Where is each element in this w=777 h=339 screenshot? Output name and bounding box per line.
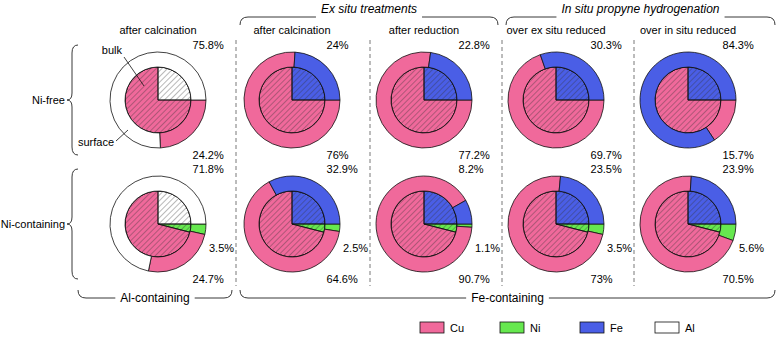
data-label: 24.2% (193, 149, 224, 161)
pie-chart: 3.5% 24.7% 71.8% (110, 163, 234, 285)
data-label: 8.2% (459, 163, 484, 175)
pie-chart: 77.2% 22.8% (376, 39, 490, 161)
column-title: over ex situ reduced (506, 24, 605, 36)
data-label: 5.6% (739, 242, 764, 254)
marks (640, 176, 736, 272)
pie-chart: 5.6% 70.5% 23.9% (640, 163, 764, 285)
data-label: 15.7% (723, 149, 754, 161)
data-label: 70.5% (723, 273, 754, 285)
data-label: 3.5% (607, 242, 632, 254)
data-label: 23.5% (591, 163, 622, 175)
surface-slice (244, 52, 340, 148)
data-label: 2.5% (343, 242, 368, 254)
pie-chart: 76% 24% (244, 39, 349, 161)
legend-label: Ni (530, 322, 540, 334)
marks (244, 176, 340, 272)
figure: Ex situ treatments In situ propyne hydrog… (0, 0, 777, 339)
marks (376, 52, 472, 148)
row-brace (67, 45, 78, 155)
pie-chart: 1.1% 90.7% 8.2% (376, 163, 500, 285)
data-label: 64.6% (327, 273, 358, 285)
column-title: after calcination (253, 24, 330, 36)
surface-slice (110, 176, 206, 271)
legend-swatch (655, 322, 679, 333)
pie-chart: 2.5% 64.6% 32.9% (244, 163, 368, 285)
column-title: after calcination (119, 24, 196, 36)
marks (376, 176, 472, 272)
row-label: Ni-containing (1, 218, 65, 230)
row-brace (67, 169, 78, 279)
surface-slice (429, 52, 472, 100)
pie-chart: 3.5% 73% 23.5% (508, 163, 632, 285)
group-label: Fe-containing (471, 291, 544, 305)
pie-chart: 15.7% 84.3% (640, 39, 754, 161)
group-header: In situ propyne hydrogenation (561, 2, 719, 16)
marks (110, 52, 206, 148)
group-bracket (78, 290, 232, 298)
surface-slice (559, 176, 604, 224)
data-label: 24.7% (193, 273, 224, 285)
data-label: 71.8% (193, 163, 224, 175)
separator (236, 40, 237, 286)
legend-label: Fe (610, 322, 623, 334)
marks (508, 176, 604, 272)
surface-slice (269, 176, 340, 224)
surface-slice (160, 100, 206, 148)
separator (502, 40, 503, 286)
data-label: 90.7% (459, 273, 490, 285)
data-label: 22.8% (459, 39, 490, 51)
legend-swatch (500, 322, 524, 333)
leader-line (116, 130, 128, 141)
data-label: 1.1% (475, 242, 500, 254)
series-annotation: bulk (102, 44, 123, 56)
group-header: Ex situ treatments (321, 2, 417, 16)
separator (370, 40, 371, 286)
group-label: Al-containing (120, 291, 189, 305)
column-title: over in situ reduced (640, 24, 736, 36)
legend-label: Cu (450, 322, 464, 334)
surface-slice (540, 52, 604, 100)
surface-slice (376, 52, 472, 148)
legend-label: Al (685, 322, 695, 334)
data-label: 30.3% (591, 39, 622, 51)
surface-slice (376, 176, 472, 272)
surface-slice (148, 231, 204, 272)
surface-slice (110, 52, 206, 148)
marks (508, 52, 604, 148)
data-label: 77.2% (459, 149, 490, 161)
surface-slice (690, 176, 736, 224)
data-label: 23.9% (723, 163, 754, 175)
data-label: 84.3% (723, 39, 754, 51)
surface-slice (453, 200, 472, 224)
pie-chart: 69.7% 30.3% (508, 39, 622, 161)
row-label: Ni-free (32, 94, 65, 106)
series-annotation: surface (78, 136, 114, 148)
surface-slice (640, 52, 736, 148)
data-label: 75.8% (193, 39, 224, 51)
marks (640, 52, 736, 148)
marks (110, 176, 206, 272)
data-label: 73% (591, 273, 613, 285)
legend-swatch (420, 322, 444, 333)
data-label: 24% (327, 39, 349, 51)
separator (634, 40, 635, 286)
marks (244, 52, 340, 148)
chart-svg: Ex situ treatments In situ propyne hydrog… (0, 0, 777, 339)
column-title: after reduction (389, 24, 459, 36)
group-bracket (240, 290, 775, 298)
data-label: 3.5% (209, 242, 234, 254)
data-label: 76% (327, 149, 349, 161)
data-label: 69.7% (591, 149, 622, 161)
data-label: 32.9% (327, 163, 358, 175)
surface-slice (294, 52, 340, 100)
pie-chart: 24.2% 75.8% surface bulk (78, 39, 224, 161)
legend-swatch (580, 322, 604, 333)
leader-line (124, 57, 144, 86)
